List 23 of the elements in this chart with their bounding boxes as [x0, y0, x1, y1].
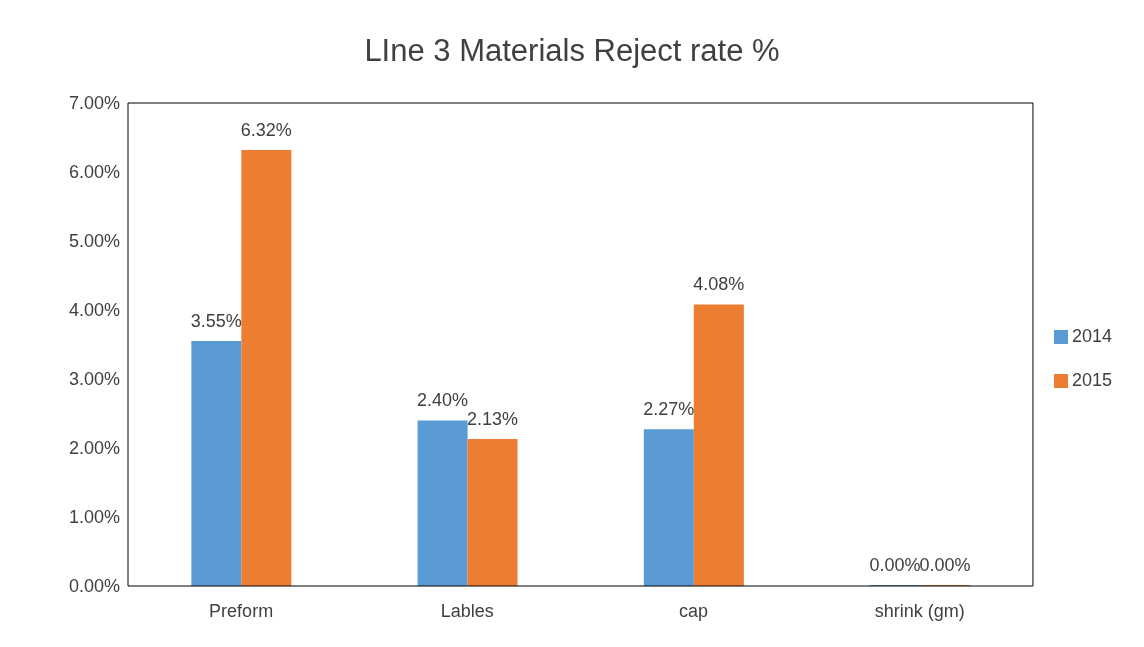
y-tick-label: 5.00% — [68, 231, 120, 252]
legend-label: 2015 — [1071, 370, 1112, 390]
y-tick-label: 0.00% — [68, 576, 120, 597]
x-tick-label: Preform — [209, 600, 274, 621]
legend-label: 2014 — [1071, 326, 1112, 346]
y-tick-label: 7.00% — [68, 93, 120, 114]
data-label: 4.08% — [693, 274, 745, 295]
data-label: 0.00% — [919, 555, 971, 575]
y-tick-label: 2.00% — [68, 438, 120, 459]
data-label: 0.00% — [869, 555, 921, 575]
y-tick-label: 6.00% — [68, 162, 120, 183]
y-tick-label: 4.00% — [68, 300, 120, 321]
data-label: 3.55% — [190, 311, 242, 332]
x-tick-label: shrink (gm) — [874, 600, 965, 621]
data-label: 2.27% — [643, 399, 695, 420]
y-tick-label: 1.00% — [68, 507, 120, 528]
y-tick-label: 3.00% — [68, 369, 120, 390]
chart-title: LIne 3 Materials Reject rate % — [363, 32, 781, 70]
data-label: 6.32% — [240, 119, 292, 140]
x-tick-label: cap — [679, 600, 709, 621]
data-label: 2.13% — [467, 409, 519, 430]
x-tick-label: Lables — [440, 600, 494, 621]
data-label: 2.40% — [417, 390, 469, 411]
